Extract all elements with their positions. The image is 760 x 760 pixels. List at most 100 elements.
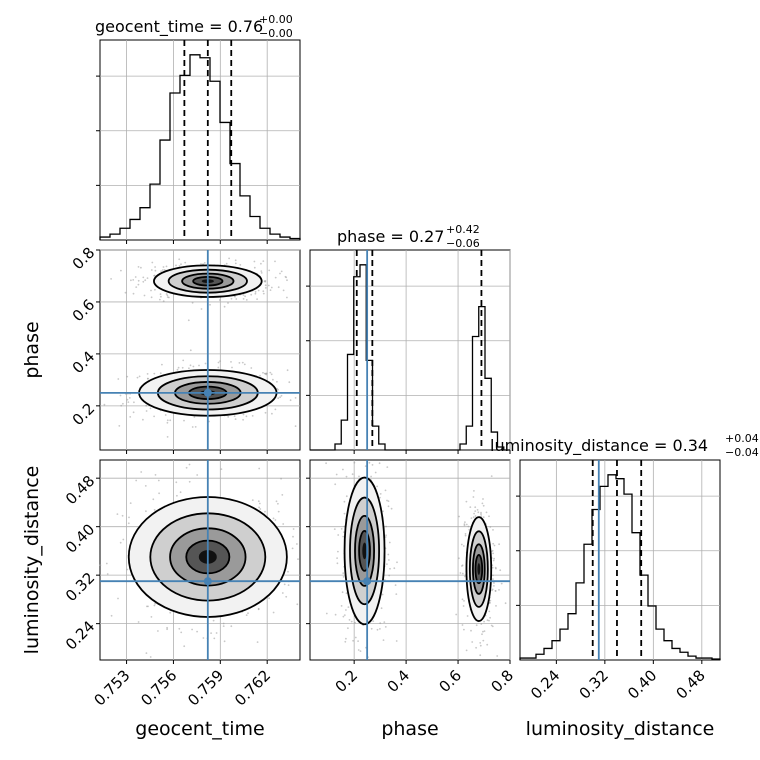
scatter-point [144,279,147,282]
scatter-point [257,607,260,610]
scatter-point [127,522,130,525]
scatter-point [234,259,237,262]
scatter-point [209,303,211,306]
scatter-point [380,607,383,610]
scatter-point [159,298,161,301]
scatter-point [393,567,396,570]
y-ticks: 0.2 0.4 0.6 0.8 [69,244,100,429]
scatter-point [357,640,359,642]
y-ticks [306,477,310,625]
scatter-point [390,507,393,510]
scatter-point [461,624,464,626]
scatter-point [142,418,144,421]
scatter-point [386,563,388,565]
scatter-point [286,296,288,299]
scatter-point [242,294,245,296]
scatter-point [347,627,349,630]
y-axis-label-luminosity-distance: luminosity_distance [21,466,43,655]
scatter-point [472,496,475,498]
scatter-point [137,279,140,282]
scatter-point [204,362,207,365]
scatter-point [159,293,162,295]
scatter-point [135,479,138,482]
scatter-point [461,572,464,575]
x-grid [353,250,511,450]
scatter-point [239,264,242,266]
y-tick-label: 0.4 [69,348,99,378]
scatter-point [225,262,228,265]
scatter-point [203,262,206,264]
scatter-point [153,509,156,511]
scatter-point [260,272,263,274]
scatter-point [136,376,139,379]
scatter-point [325,462,327,465]
scatter-point [230,297,233,300]
scatter-point [287,570,289,573]
scatter-point [384,489,387,492]
scatter-point [479,644,482,647]
scatter-point [145,410,148,412]
scatter-point [395,640,398,642]
scatter-point [227,416,230,418]
scatter-point [379,622,382,625]
scatter-point [154,602,157,605]
scatter-point [213,637,216,640]
scatter-point [458,557,460,560]
scatter-point [272,611,275,614]
scatter-point [192,365,195,368]
scatter-point [181,366,184,369]
scatter-point [129,416,132,418]
scatter-point [477,511,480,514]
scatter-point [342,615,345,618]
x-tick-label: 0.48 [673,666,709,702]
panel-luminosity-vs-geocent-time: 0.24 0.32 0.40 0.48 0.753 0.756 0.759 0.762 [62,459,301,709]
scatter-point [262,260,265,262]
truth-marker [203,388,212,397]
scatter-point [193,416,196,418]
scatter-point [277,397,280,400]
scatter-point [480,513,482,516]
panel-geocent-time-marginal: geocent_time = 0.76 +0.00 −0.00 [95,13,301,244]
x-ticks [353,450,511,454]
scatter-point [238,362,241,364]
scatter-point [465,649,468,652]
y-ticks [306,285,310,396]
scatter-point [286,279,288,282]
scatter-point [272,517,275,520]
scatter-point [151,261,154,264]
scatter-point [463,523,466,525]
scatter-point [343,512,346,515]
scatter-point [480,515,483,518]
y-grid [520,495,720,606]
scatter-point [189,349,192,352]
scatter-point [342,535,345,538]
scatter-point [387,505,390,508]
scatter-point [258,506,260,509]
x-grid [555,460,703,660]
truth-lines [310,460,510,660]
scatter-point [133,401,135,404]
scatter-point [336,557,338,559]
scatter-point [169,419,172,422]
scatter-point [264,287,267,289]
scatter-point [106,573,109,575]
scatter-point [217,366,220,369]
scatter-point [495,605,497,607]
scatter-point [196,474,199,476]
scatter-point [498,543,500,546]
scatter-point [260,262,262,265]
scatter-point [223,305,226,308]
histogram [99,54,301,240]
scatter-point [276,380,278,383]
scatter-point [464,575,466,578]
x-tick-label: 0.40 [624,666,660,702]
title-lower-phase: −0.06 [446,237,480,250]
scatter-point [264,510,266,513]
scatter-point [292,528,295,530]
scatter-point [270,286,273,289]
scatter-point [475,624,478,627]
scatter-point [335,473,338,476]
scatter-point [153,604,156,607]
scatter-point [493,582,495,584]
density-level [477,563,481,575]
